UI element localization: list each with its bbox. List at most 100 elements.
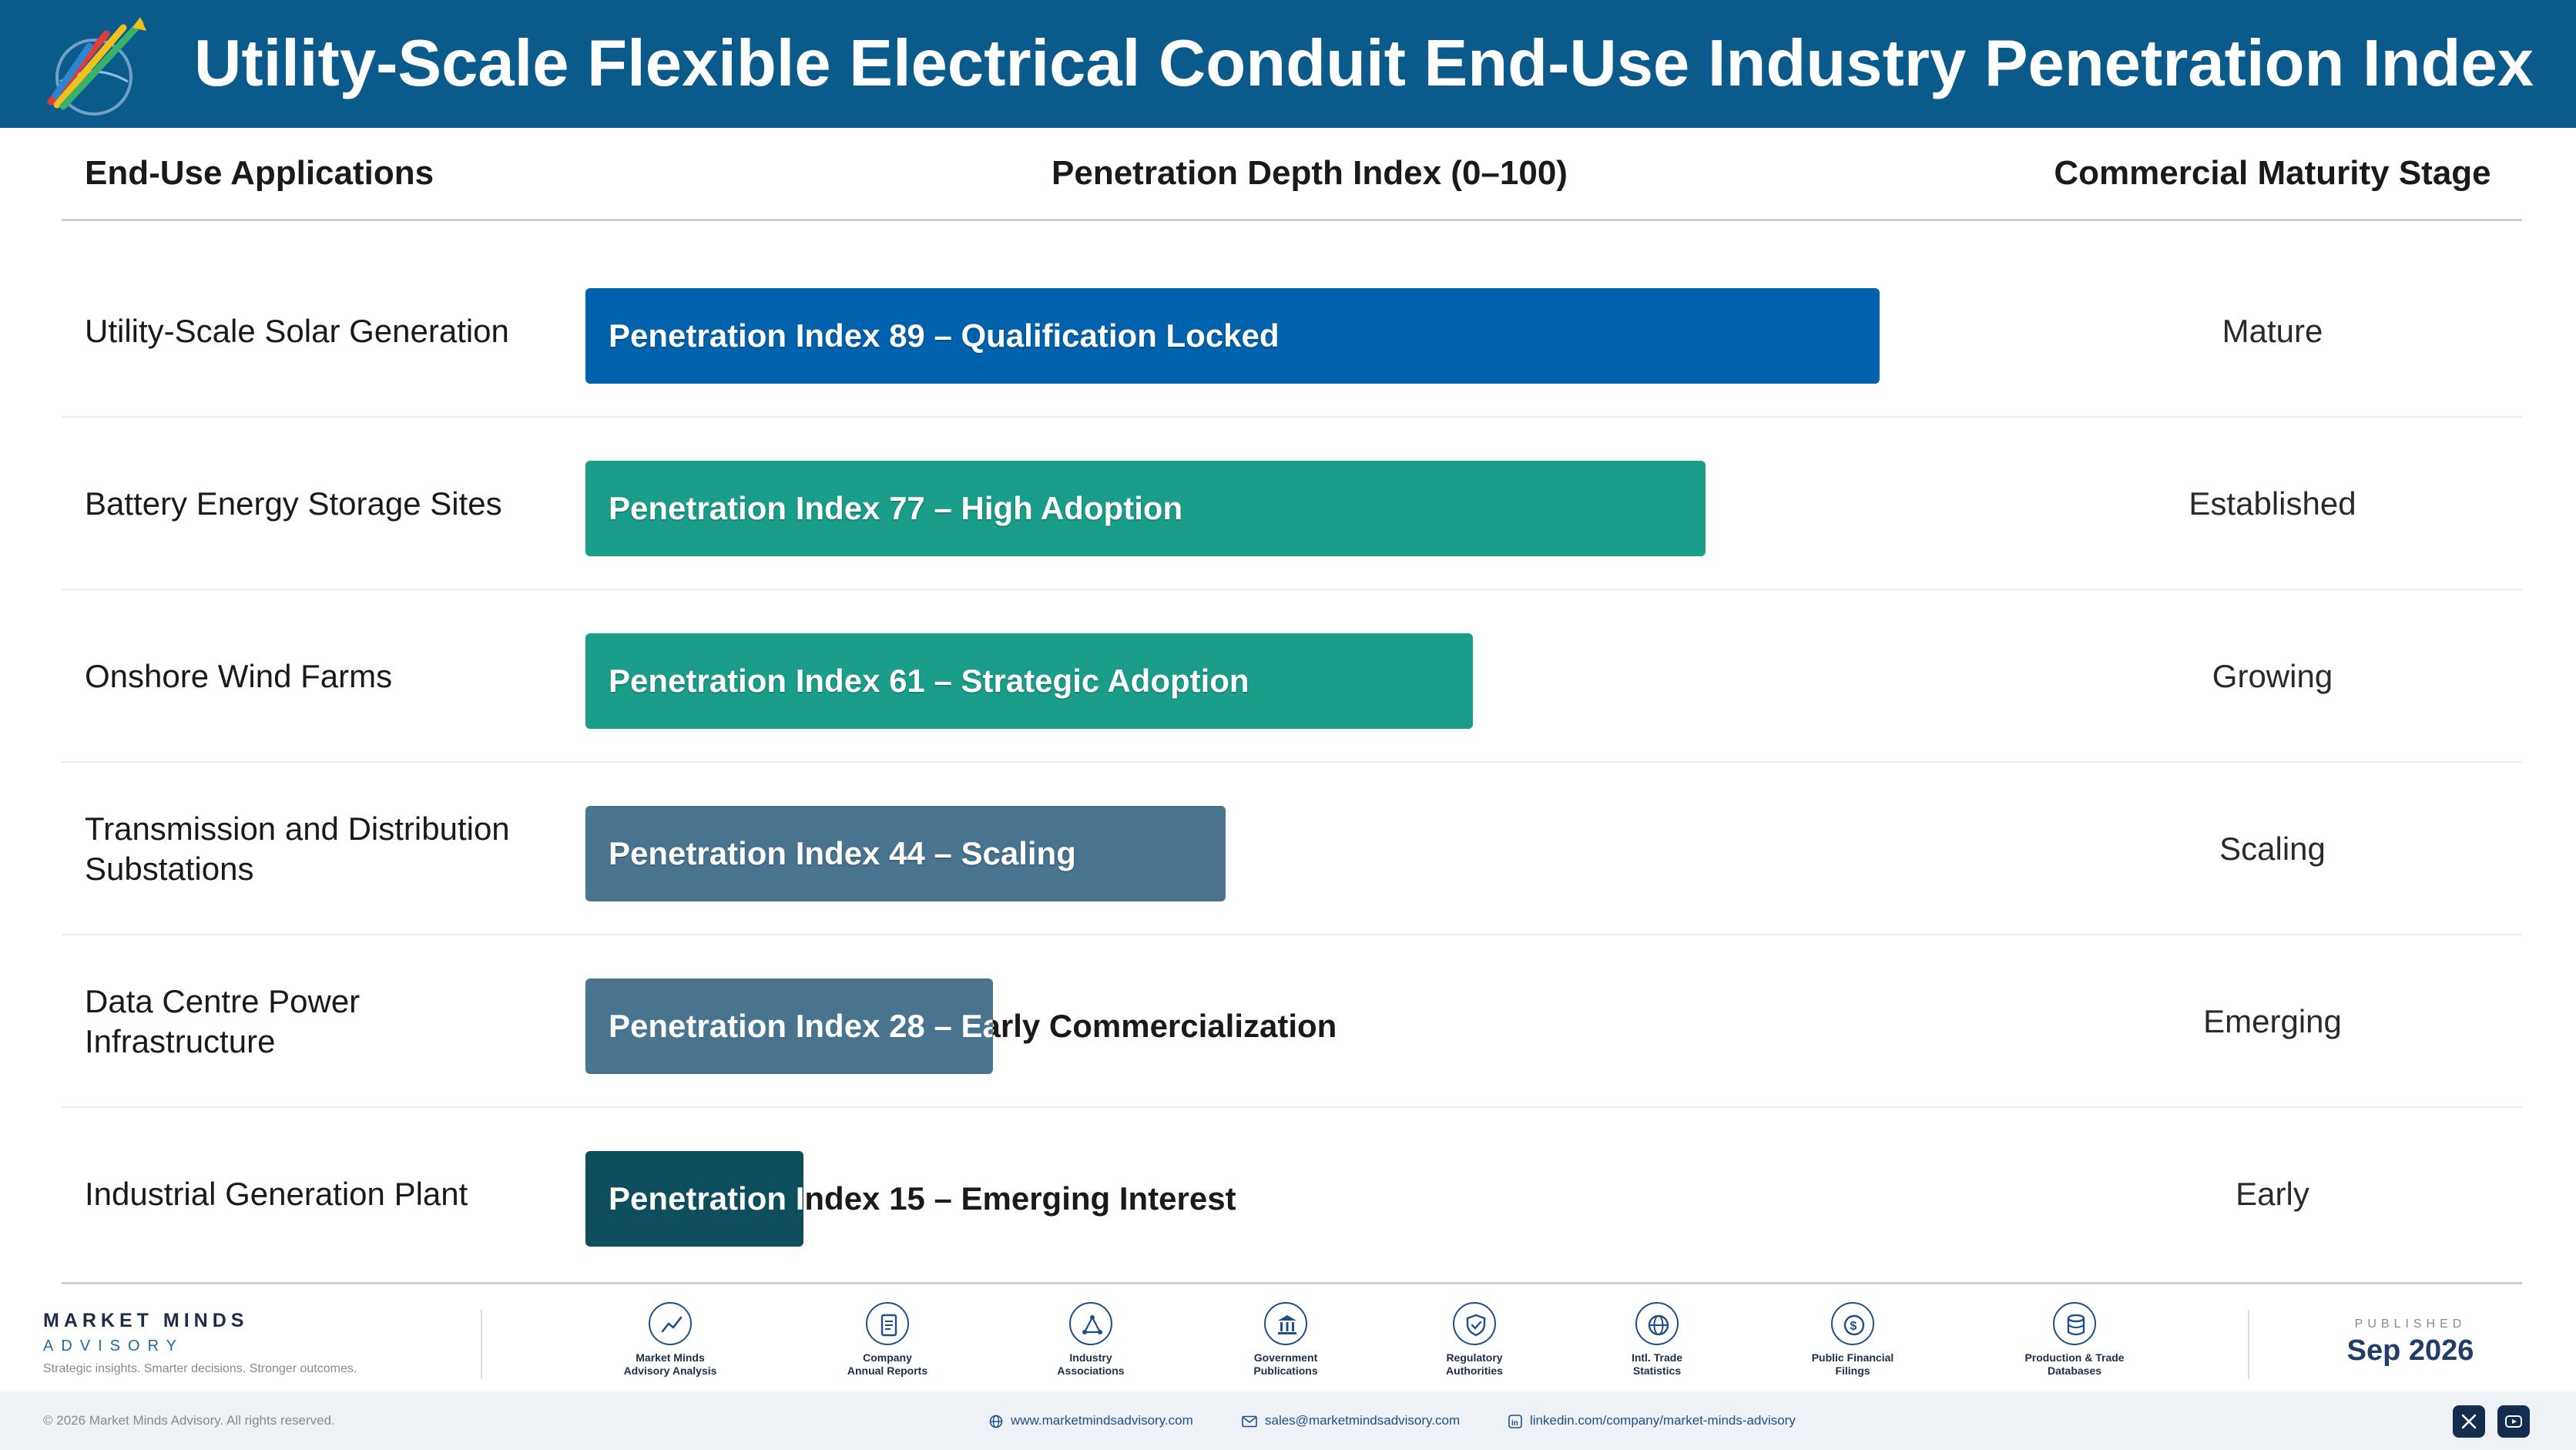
bar-data-label: Penetration Index 61 – Strategic Adoptio… xyxy=(609,663,1249,699)
bar xyxy=(585,978,993,1074)
application-label: Data Centre Power Infrastructure xyxy=(85,983,361,1059)
footer-top: MARKET MINDS ADVISORY Strategic insights… xyxy=(0,1294,2576,1391)
maturity-stage: Mature xyxy=(2222,313,2323,349)
source-label: Government Publications xyxy=(1213,1351,1359,1378)
table-row: Industrial Generation Plant Penetration I… xyxy=(0,1108,2576,1280)
email-link[interactable]: sales@marketmindsadvisory.com xyxy=(1242,1391,1460,1450)
table-row: Onshore Wind Farms Penetration Index 61 –… xyxy=(0,590,2576,763)
source-label: Market Minds Advisory Analysis xyxy=(597,1351,743,1378)
application-label: Transmission and Distribution Substation… xyxy=(85,811,510,887)
application-label: Battery Energy Storage Sites xyxy=(85,485,502,522)
source-item: Market Minds Advisory Analysis xyxy=(597,1302,743,1378)
maturity-stage: Emerging xyxy=(2203,1003,2342,1039)
source-label-line1: Company xyxy=(863,1351,912,1364)
column-header-index: Penetration Depth Index (0–100) xyxy=(1052,154,1568,192)
linkedin-link[interactable]: in linkedin.com/company/market-minds-advi… xyxy=(1508,1391,1796,1450)
maturity-stage: Established xyxy=(2189,485,2356,522)
source-label-line1: Public Financial xyxy=(1811,1351,1894,1364)
chart-line-icon xyxy=(649,1302,692,1345)
network-icon xyxy=(1069,1302,1112,1345)
application-label: Utility-Scale Solar Generation xyxy=(85,313,509,349)
row-divider xyxy=(62,934,2522,935)
bar xyxy=(585,806,1226,901)
maturity-stage: Scaling xyxy=(2219,831,2326,867)
source-item: $ Public Financial Filings xyxy=(1779,1302,1926,1378)
source-label-line1: Government xyxy=(1253,1351,1318,1364)
column-header-applications: End-Use Applications xyxy=(85,154,434,192)
government-building-icon xyxy=(1264,1302,1307,1345)
header-banner: Utility-Scale Flexible Electrical Condui… xyxy=(0,0,2576,128)
application-label: Industrial Generation Plant xyxy=(85,1176,468,1212)
website-text: www.marketmindsadvisory.com xyxy=(1011,1413,1193,1428)
source-item: Industry Associations xyxy=(1018,1302,1164,1378)
table-row: Data Centre Power Infrastructure Penetrat… xyxy=(0,935,2576,1108)
x-social-button[interactable] xyxy=(2453,1405,2485,1438)
bar-data-label: Penetration Index 15 – Emerging Interest xyxy=(609,1151,1236,1247)
bar xyxy=(585,461,1706,556)
email-text: sales@marketmindsadvisory.com xyxy=(1265,1413,1461,1428)
chart-bottom-divider xyxy=(62,1282,2522,1284)
header-divider xyxy=(62,219,2522,221)
database-icon xyxy=(2053,1302,2096,1345)
row-divider xyxy=(62,761,2522,763)
source-item: Intl. Trade Statistics xyxy=(1584,1302,1730,1378)
svg-text:$: $ xyxy=(1850,1320,1857,1333)
row-divider xyxy=(62,589,2522,590)
column-header-stage: Commercial Maturity Stage xyxy=(2054,154,2491,192)
linkedin-text: linkedin.com/company/market-minds-adviso… xyxy=(1530,1413,1796,1428)
source-item: Regulatory Authorities xyxy=(1401,1302,1548,1378)
table-row: Transmission and Distribution Substation… xyxy=(0,763,2576,935)
row-divider xyxy=(62,1106,2522,1108)
bar-data-label: Penetration Index 28 – Early Commerciali… xyxy=(609,978,1337,1074)
youtube-social-button[interactable] xyxy=(2497,1405,2530,1438)
published-label: PUBLISHED xyxy=(2354,1317,2467,1331)
published-date: Sep 2026 xyxy=(2346,1334,2474,1367)
mail-icon xyxy=(1242,1415,1257,1427)
linkedin-icon: in xyxy=(1508,1414,1522,1428)
table-row: Utility-Scale Solar Generation Penetratio… xyxy=(0,245,2576,418)
source-label: Intl. Trade Statistics xyxy=(1584,1351,1730,1378)
page-title: Utility-Scale Flexible Electrical Condui… xyxy=(194,27,2534,100)
globe-icon xyxy=(989,1415,1003,1428)
table-row: Battery Energy Storage Sites Penetration … xyxy=(0,418,2576,590)
row-divider xyxy=(62,416,2522,418)
source-label-line2: Annual Reports xyxy=(847,1364,928,1377)
source-item: Government Publications xyxy=(1213,1302,1359,1378)
source-label: Public Financial Filings xyxy=(1779,1351,1926,1378)
source-label-line1: Regulatory xyxy=(1446,1351,1503,1364)
bar-data-label: Penetration Index 89 – Qualification Loc… xyxy=(609,317,1280,354)
source-label: Industry Associations xyxy=(1018,1351,1164,1378)
svg-text:in: in xyxy=(1511,1419,1518,1428)
source-item: Production & Trade Databases xyxy=(2001,1302,2148,1378)
youtube-icon xyxy=(2505,1415,2522,1428)
source-label-line2: Databases xyxy=(2047,1364,2102,1377)
footer-divider xyxy=(2248,1310,2249,1379)
footer-divider xyxy=(481,1310,482,1379)
source-label-line1: Intl. Trade xyxy=(1631,1351,1683,1364)
brand-subtitle: ADVISORY xyxy=(43,1338,184,1354)
source-label-line1: Production & Trade xyxy=(2024,1351,2125,1364)
source-label: Production & Trade Databases xyxy=(2001,1351,2148,1378)
maturity-stage: Early xyxy=(2236,1176,2309,1212)
maturity-stage: Growing xyxy=(2212,658,2333,694)
source-label-line2: Authorities xyxy=(1446,1364,1503,1377)
bar xyxy=(585,633,1473,729)
source-label-line2: Advisory Analysis xyxy=(623,1364,717,1377)
bar xyxy=(585,288,1880,384)
source-label-line2: Publications xyxy=(1253,1364,1318,1377)
source-label-line1: Industry xyxy=(1069,1351,1112,1364)
coin-icon: $ xyxy=(1831,1302,1874,1345)
source-label-line2: Associations xyxy=(1057,1364,1125,1377)
source-label-line2: Statistics xyxy=(1632,1364,1682,1377)
source-item: Company Annual Reports xyxy=(814,1302,961,1378)
bar-data-label: Penetration Index 44 – Scaling xyxy=(609,835,1076,871)
x-icon xyxy=(2461,1414,2477,1429)
website-link[interactable]: www.marketmindsadvisory.com xyxy=(989,1391,1193,1450)
footer: MARKET MINDS ADVISORY Strategic insights… xyxy=(0,1294,2576,1450)
bar-data-label: Penetration Index 77 – High Adoption xyxy=(609,490,1183,526)
brand-tagline: Strategic insights. Smarter decisions. S… xyxy=(43,1362,357,1375)
bar xyxy=(585,1151,804,1247)
source-label-line2: Filings xyxy=(1835,1364,1870,1377)
source-label: Company Annual Reports xyxy=(814,1351,961,1378)
brand-name: MARKET MINDS xyxy=(43,1310,249,1331)
